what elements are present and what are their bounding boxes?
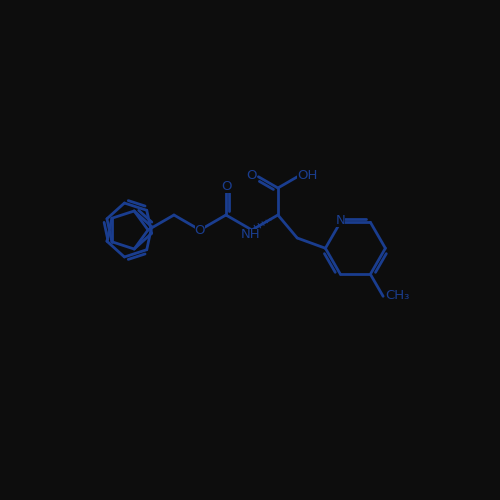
Text: O: O [194,224,205,236]
Text: NH: NH [241,228,260,241]
Text: OH: OH [297,169,318,182]
Text: N: N [336,214,345,227]
Text: O: O [246,169,256,182]
Text: O: O [222,180,232,192]
Text: CH₃: CH₃ [385,289,409,302]
